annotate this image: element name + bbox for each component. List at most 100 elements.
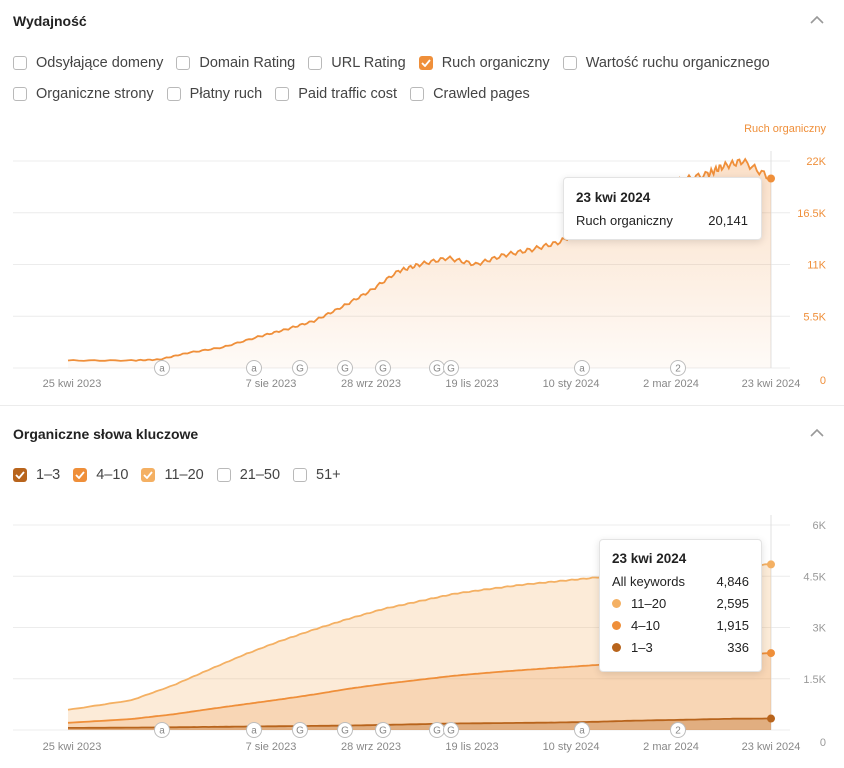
collapse-keywords-chevron-up-icon[interactable]	[810, 428, 824, 438]
checkbox-1[interactable]: 4–10	[73, 467, 128, 483]
checkbox-2[interactable]: URL Rating	[308, 55, 406, 71]
y-tick-label: 22K	[806, 156, 826, 168]
x-tick-label: 28 wrz 2023	[341, 741, 401, 753]
checkbox-1[interactable]: Domain Rating	[176, 55, 295, 71]
checkbox-label: Domain Rating	[199, 55, 296, 71]
svg-text:2: 2	[675, 726, 681, 737]
organic-keywords-chart[interactable]: 0 1.5K 3K 4.5K 6K 25 kwi 2023 7 sie 2023 28 wrz…	[0, 505, 844, 768]
checkbox-label: Płatny ruch	[189, 86, 263, 102]
annotation-marker-icon[interactable]: a	[574, 722, 590, 738]
checkbox-checked-icon	[73, 468, 88, 482]
annotation-marker-icon[interactable]: G	[292, 722, 308, 738]
annotation-marker-icon[interactable]: G	[292, 360, 308, 376]
annotation-marker-icon[interactable]: G	[375, 360, 391, 376]
annotation-marker-icon[interactable]: G	[429, 360, 445, 376]
y-tick-label: 4.5K	[803, 571, 826, 583]
annotation-marker-icon[interactable]: 2	[670, 722, 686, 738]
checkbox-unchecked-icon	[562, 56, 577, 70]
svg-text:2: 2	[675, 364, 681, 375]
section-divider	[0, 405, 844, 406]
x-tick-label: 10 sty 2024	[543, 378, 600, 390]
annotation-marker-icon[interactable]: 2	[670, 360, 686, 376]
svg-text:G: G	[447, 364, 455, 375]
annotation-marker-icon[interactable]: a	[246, 360, 262, 376]
checkbox-3[interactable]: Ruch organiczny	[418, 55, 550, 71]
checkbox-label: 1–3	[36, 467, 61, 483]
kw-1-3-end-point	[767, 714, 775, 723]
checkbox-checked-icon	[13, 468, 27, 482]
checkbox-unchecked-icon	[166, 87, 181, 101]
y-tick-label: 6K	[813, 520, 827, 532]
kw-4-10-end-point	[767, 649, 775, 658]
annotation-marker-icon[interactable]: G	[337, 722, 353, 738]
checkbox-unchecked-icon	[13, 56, 27, 70]
annotation-marker-icon[interactable]: G	[429, 722, 445, 738]
x-tick-label: 23 kwi 2024	[742, 378, 801, 390]
checkbox-label: 21–50	[239, 467, 281, 483]
x-tick-label: 23 kwi 2024	[742, 741, 801, 753]
checkbox-0[interactable]: Odsyłające domeny	[13, 55, 163, 71]
annotation-marker-icon[interactable]: a	[246, 722, 262, 738]
kw-tooltip-row: 11–20 2,595	[612, 596, 749, 611]
y-tick-label: 1.5K	[803, 674, 826, 686]
kw-tooltip-row-label: 1–3	[631, 640, 653, 655]
kw-tooltip-row-value: 2,595	[716, 596, 749, 611]
checkbox-2[interactable]: 11–20	[141, 467, 204, 483]
y-tick-label: 11K	[807, 260, 826, 272]
traffic-area	[68, 159, 771, 368]
checkbox-label: 11–20	[164, 467, 204, 483]
checkbox-unchecked-icon	[216, 468, 231, 482]
svg-text:G: G	[433, 364, 441, 375]
y-tick-label: 5.5K	[803, 311, 826, 323]
traffic-end-point	[767, 174, 775, 183]
checkbox-unchecked-icon	[410, 87, 425, 101]
checkbox-label: Paid traffic cost	[298, 86, 398, 102]
series-dot-icon	[612, 599, 621, 608]
series-dot-icon	[612, 643, 621, 652]
annotation-marker-icon[interactable]: G	[337, 360, 353, 376]
keywords-tooltip: 23 kwi 2024 All keywords 4,846 11–20 2,59…	[599, 539, 762, 672]
svg-text:a: a	[159, 364, 165, 375]
keywords-checkboxes-row: 1–3 4–10 11–20 21–50 51+	[13, 467, 354, 483]
checkbox-label: 51+	[316, 467, 341, 483]
annotation-marker-icon[interactable]: a	[574, 360, 590, 376]
tooltip-label: Ruch organiczny	[576, 213, 673, 228]
svg-text:G: G	[379, 364, 387, 375]
checkbox-0[interactable]: Organiczne strony	[13, 86, 154, 102]
traffic-tooltip: 23 kwi 2024 Ruch organiczny 20,141	[563, 177, 762, 240]
kw-tooltip-date: 23 kwi 2024	[612, 551, 687, 566]
annotation-marker-icon[interactable]: a	[154, 722, 170, 738]
annotation-marker-icon[interactable]: G	[375, 722, 391, 738]
kw-4-10-area	[68, 653, 771, 730]
keywords-title: Organiczne słowa kluczowe	[13, 426, 199, 442]
x-tick-label: 19 lis 2023	[445, 378, 498, 390]
kw-tooltip-row: 1–3 336	[612, 640, 749, 655]
checkbox-4[interactable]: 51+	[293, 467, 341, 483]
checkbox-3[interactable]: 21–50	[216, 467, 281, 483]
annotation-marker-icon[interactable]: G	[443, 360, 459, 376]
kw-tooltip-row-value: 336	[727, 640, 749, 655]
performance-checkboxes-row2: Organiczne strony Płatny ruch Paid traffic…	[13, 86, 543, 102]
annotation-marker-icon[interactable]: G	[443, 722, 459, 738]
checkbox-2[interactable]: Paid traffic cost	[275, 86, 397, 102]
checkbox-checked-icon	[418, 56, 433, 70]
x-tick-label: 7 sie 2023	[246, 741, 297, 753]
checkbox-1[interactable]: Płatny ruch	[166, 86, 263, 102]
svg-text:a: a	[579, 726, 585, 737]
kw-11-20-end-point	[767, 560, 775, 569]
annotation-marker-icon[interactable]: a	[154, 360, 170, 376]
checkbox-4[interactable]: Wartość ruchu organicznego	[562, 55, 770, 71]
checkbox-checked-icon	[141, 468, 156, 482]
collapse-performance-chevron-up-icon[interactable]	[810, 15, 824, 25]
svg-text:G: G	[341, 364, 349, 375]
x-tick-label: 19 lis 2023	[445, 741, 498, 753]
organic-traffic-chart[interactable]: Ruch organiczny 0 5.5K 11K 16.5K 22K 25 kwi 20…	[0, 115, 844, 395]
svg-text:a: a	[251, 364, 257, 375]
svg-text:G: G	[433, 726, 441, 737]
x-tick-label: 28 wrz 2023	[341, 378, 401, 390]
performance-title: Wydajność	[13, 13, 87, 29]
checkbox-0[interactable]: 1–3	[13, 467, 60, 483]
checkbox-unchecked-icon	[176, 56, 191, 70]
checkbox-label: URL Rating	[331, 55, 406, 71]
checkbox-3[interactable]: Crawled pages	[410, 86, 530, 102]
